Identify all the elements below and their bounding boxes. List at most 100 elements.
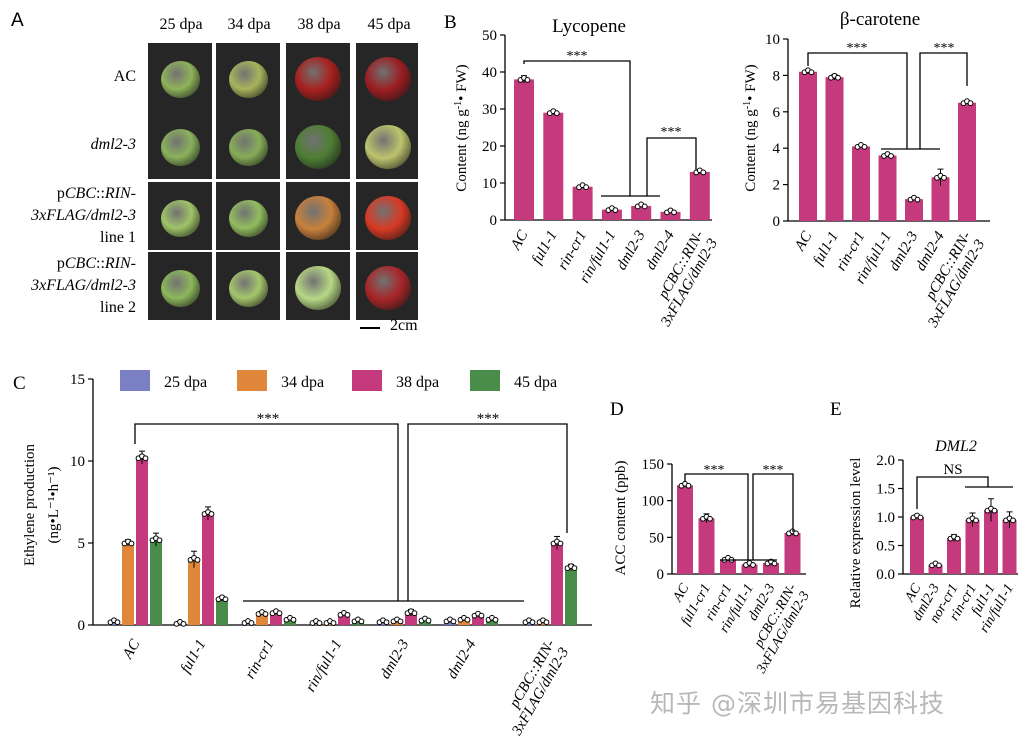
ethylene-bar [565,567,577,625]
ethylene-point [156,537,163,544]
y-tick-label: 150 [642,457,665,473]
legend-label: 34 dpa [281,374,324,391]
y-tick-label: 8 [773,68,781,84]
ethylene-point [208,511,215,517]
photo-column-head: 45 dpa [367,16,411,33]
acc-sig-1: *** [704,463,725,478]
photo-row-label: pCBC::RIN- 3xFLAG/dml2-3 line 1 [31,183,136,249]
ethylene-point [425,617,432,624]
betacarotene-bar [958,102,976,221]
acc-ylabel: ACC content (ppb) [613,461,629,576]
ethylene-sig-1: *** [257,411,280,427]
y-tick-label: 2.0 [876,453,895,469]
scale-bar-label: 2cm [390,317,418,334]
dml2-ylabel: Relative expression level [848,458,864,609]
ethylene-bar [216,598,228,625]
y-tick-label: 50 [649,530,664,546]
y-tick-label: 100 [642,494,665,510]
acc-bracket-1 [684,473,749,560]
photo-row-label: AC [114,66,136,88]
betacarotene-bar [905,199,923,221]
ethylene-bar [188,559,200,625]
panel-letter-d: D [610,399,624,420]
legend-swatch [470,370,500,391]
legend-swatch [237,370,267,391]
ethylene-point [290,616,297,623]
y-tick-label: 30 [482,102,497,118]
betacarotene-bracket-2 [919,52,968,149]
fruit-photo [286,182,350,250]
legend-label: 45 dpa [514,374,557,391]
photo-row-label-line: line 2 [100,299,136,316]
ethylene-bar [202,513,214,625]
y-tick-label: 0 [78,618,86,634]
betacarotene-bar [799,71,817,221]
fruit-photo [356,43,418,111]
ethylene-bar [338,614,350,625]
photo-row-label: dml2-3 [91,134,136,156]
acc-point [793,530,799,537]
ethylene-bar [136,457,148,625]
dml2-point [917,514,924,521]
y-tick-label: 0 [657,567,665,583]
ethylene-bracket-2 [407,423,568,601]
ethylene-point [276,610,283,617]
y-tick-label: 10 [70,454,85,470]
lycopene-point [700,169,707,176]
fruit-photo [356,252,418,320]
lycopene-bar [631,205,652,220]
legend-swatch [120,370,150,391]
ethylene-point [194,557,201,563]
fruit-photo [148,111,212,179]
y-tick-label: 2 [773,178,781,194]
acc-bar [677,485,693,574]
fruit-photo [216,182,280,250]
ethylene-bar [472,615,484,625]
ethylene-bar [122,543,134,625]
ethylene-point [142,455,149,462]
y-tick-label: 10 [765,32,780,48]
photo-row-label-line: pCBC::RIN- [56,255,136,272]
betacarotene-point [914,196,921,203]
ethylene-category: rin/ful1-1 [303,637,346,695]
dml2-point [973,517,979,524]
y-tick-label: 4 [773,141,781,157]
acc-bar [698,518,715,574]
ethylene-ylabel-1: Ethylene production [22,443,38,566]
ethylene-point [330,620,337,626]
lycopene-bar [514,79,534,221]
lycopene-sig-2: *** [661,125,682,140]
betacarotene-ylabel: Content (ng g-1• FW) [742,64,760,191]
ethylene-ylabel-2: (ng•L⁻¹•h⁻¹) [46,467,62,544]
dml2-bar [965,519,980,574]
y-tick-label: 10 [482,176,497,192]
panel-letter-a: A [11,10,24,31]
fruit-photo [356,111,418,179]
lycopene-bracket-1 [523,60,631,196]
acc-bar [720,559,736,574]
ethylene-bar [551,543,563,625]
photo-row-label: pCBC::RIN- 3xFLAG/dml2-3 line 2 [31,253,136,319]
y-tick-label: 0.0 [876,567,895,583]
legend-label: 38 dpa [396,374,439,391]
lycopene-title: Lycopene [552,16,626,37]
acc-bar [763,563,779,574]
lycopene-bar [689,171,710,220]
lycopene-point [612,207,619,214]
photo-row-label-line: line 1 [100,229,136,246]
ethylene-point [571,565,578,571]
ethylene-point [128,540,135,547]
fruit-photo [356,182,418,250]
ethylene-point [411,610,418,617]
ethylene-bar [150,539,162,625]
betacarotene-point [888,153,894,159]
y-tick-label: 5 [78,536,86,552]
photo-column-head: 25 dpa [159,16,203,33]
lycopene-bracket-2 [646,137,697,196]
ethylene-point [397,618,404,625]
ethylene-point [114,619,121,626]
ethylene-bracket-1 [134,423,399,601]
dml2-sig: NS [943,462,962,478]
lycopene-point [583,184,589,191]
scale-bar [360,327,380,329]
